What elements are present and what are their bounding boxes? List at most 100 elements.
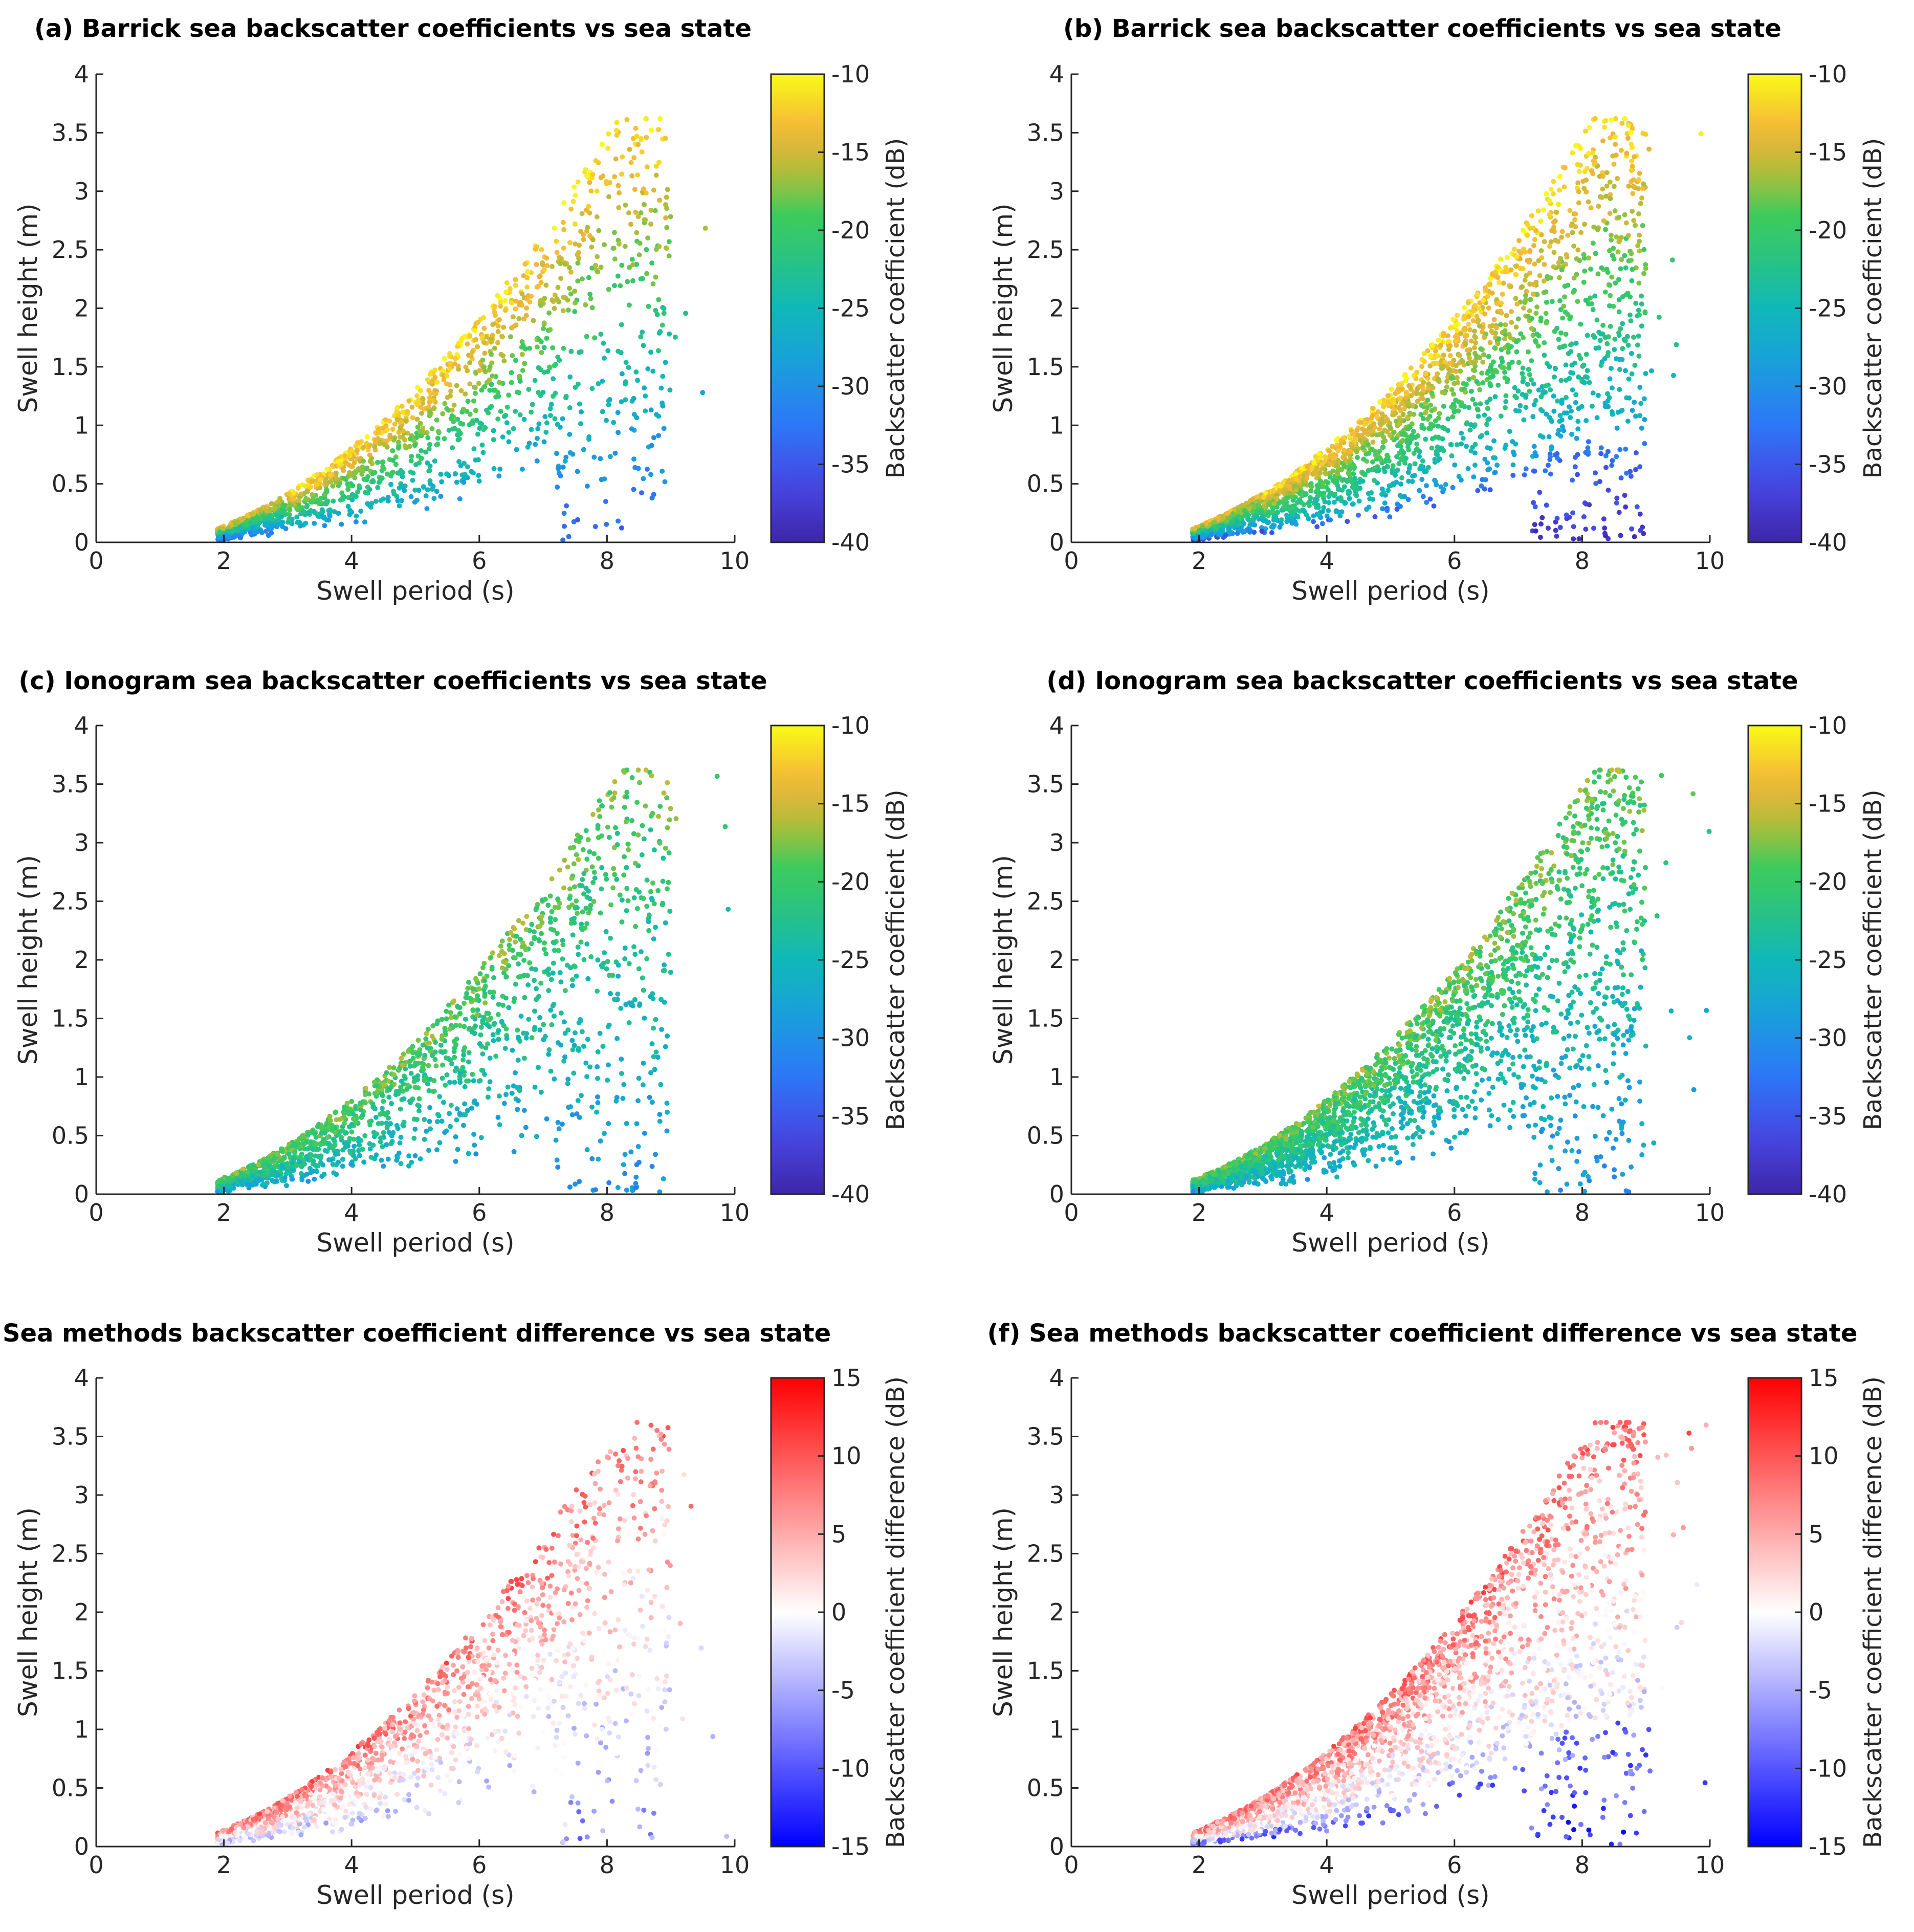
scatter-point xyxy=(555,284,561,290)
scatter-point xyxy=(454,383,459,388)
scatter-point xyxy=(614,120,620,125)
scatter-point xyxy=(550,345,556,350)
scatter-point xyxy=(427,442,432,447)
scatter-point xyxy=(615,273,621,279)
scatter-point xyxy=(521,316,526,322)
scatter-point xyxy=(625,279,630,284)
scatter-point xyxy=(631,412,637,417)
scatter-point xyxy=(1526,367,1531,372)
scatter-point xyxy=(1496,280,1502,286)
scatter-point xyxy=(1616,277,1621,282)
scatter-point xyxy=(606,835,612,840)
scatter-point xyxy=(1529,326,1534,332)
scatter-point xyxy=(1559,417,1565,423)
scatter-point xyxy=(409,404,415,410)
scatter-point xyxy=(409,453,414,459)
scatter-point xyxy=(1503,405,1508,410)
scatter-point xyxy=(657,804,663,809)
scatter-point xyxy=(625,898,631,904)
scatter-point xyxy=(221,526,226,531)
scatter-point xyxy=(1459,441,1464,447)
scatter-point xyxy=(1457,353,1463,358)
scatter-point xyxy=(570,977,575,982)
scatter-point xyxy=(1400,438,1405,443)
scatter-point xyxy=(489,382,494,387)
scatter-point xyxy=(1226,526,1232,532)
scatter-point xyxy=(292,501,298,507)
scatter-point xyxy=(271,506,276,512)
scatter-point xyxy=(1628,129,1634,135)
scatter-point xyxy=(1413,434,1418,440)
scatter-point xyxy=(1556,202,1561,207)
scatter-point xyxy=(471,1132,477,1137)
scatter-point xyxy=(1374,414,1380,420)
scatter-point xyxy=(510,1047,515,1053)
scatter-point xyxy=(595,254,600,259)
scatter-point xyxy=(346,484,351,489)
scatter-point xyxy=(612,283,618,289)
scatter-point xyxy=(577,401,582,407)
scatter-point xyxy=(456,366,461,372)
scatter-point xyxy=(656,331,662,336)
scatter-point xyxy=(644,271,650,276)
scatter-point xyxy=(1599,194,1605,200)
scatter-point xyxy=(1480,380,1486,385)
scatter-point xyxy=(1556,260,1561,266)
scatter-point xyxy=(1529,213,1534,218)
scatter-point xyxy=(281,509,287,514)
colorbar-tick-label: -25 xyxy=(1809,295,1847,322)
scatter-point xyxy=(1617,367,1622,372)
scatter-point xyxy=(1232,525,1238,531)
scatter-point xyxy=(1571,536,1576,542)
scatter-point xyxy=(1641,396,1647,402)
scatter-point xyxy=(615,183,621,188)
scatter-point xyxy=(410,415,415,421)
scatter-point xyxy=(1637,238,1642,244)
scatter-point xyxy=(1465,466,1471,471)
scatter-point xyxy=(1476,306,1482,312)
scatter-point xyxy=(1369,490,1374,495)
scatter-point xyxy=(1512,246,1517,252)
scatter-point xyxy=(497,466,503,472)
scatter-point xyxy=(539,350,544,355)
scatter-point xyxy=(1495,265,1501,270)
scatter-point xyxy=(1236,509,1241,515)
scatter-point xyxy=(1468,388,1474,394)
scatter-point xyxy=(1604,170,1610,175)
scatter-point xyxy=(1311,519,1316,524)
scatter-point xyxy=(1520,227,1526,233)
scatter-point xyxy=(530,402,535,407)
scatter-point xyxy=(1533,279,1539,285)
colorbar-tick-label: -40 xyxy=(831,529,870,556)
scatter-point xyxy=(1570,387,1575,393)
scatter-point xyxy=(1630,191,1636,196)
scatter-point xyxy=(641,987,646,993)
scatter-point xyxy=(567,432,573,437)
scatter-point xyxy=(521,416,527,422)
scatter-point xyxy=(1266,519,1271,525)
scatter-point xyxy=(1674,342,1679,347)
scatter-point xyxy=(1423,436,1428,442)
scatter-point xyxy=(1625,233,1631,238)
scatter-point xyxy=(1305,464,1310,469)
scatter-point xyxy=(399,498,404,503)
scatter-point xyxy=(1312,497,1318,502)
scatter-point xyxy=(619,1057,624,1062)
x-axis-label: Swell period (s) xyxy=(316,576,514,606)
scatter-point xyxy=(1537,490,1543,495)
scatter-point xyxy=(1614,495,1620,501)
scatter-point xyxy=(1575,419,1581,424)
scatter-point xyxy=(1510,473,1516,478)
scatter-point xyxy=(1509,309,1514,314)
scatter-point xyxy=(1590,307,1596,313)
scatter-point xyxy=(431,496,437,501)
scatter-point xyxy=(471,446,477,452)
scatter-point xyxy=(644,164,650,170)
scatter-point xyxy=(1538,394,1544,400)
scatter-point xyxy=(1557,345,1563,350)
scatter-point xyxy=(599,142,605,147)
scatter-point xyxy=(1396,461,1402,467)
scatter-point xyxy=(623,360,629,365)
scatter-point xyxy=(1573,211,1578,217)
scatter-point xyxy=(1471,375,1477,380)
